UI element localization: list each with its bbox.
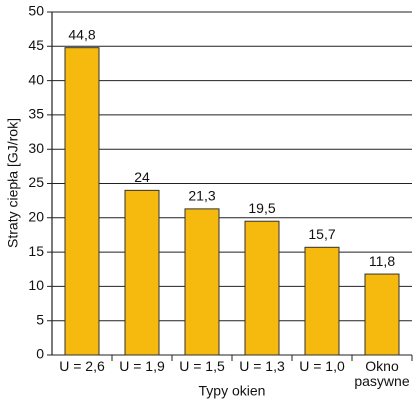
bar (364, 273, 400, 356)
x-tick-label: U = 1,3 (239, 358, 285, 374)
y-tick-label: 40 (28, 71, 44, 87)
value-label: 21,3 (188, 188, 215, 204)
value-label: 44,8 (68, 26, 95, 42)
bar (124, 189, 160, 356)
x-tick-label: U = 1,9 (119, 358, 165, 374)
bar (184, 208, 220, 356)
y-tick-label: 45 (28, 37, 44, 53)
bar (244, 220, 280, 356)
y-tick-label: 25 (28, 174, 44, 190)
y-tick-label: 35 (28, 106, 44, 122)
y-tick-label: 50 (28, 3, 44, 19)
x-tick-label: U = 1,0 (299, 358, 345, 374)
y-axis-label: Straty ciepła [GJ/rok] (5, 118, 21, 248)
y-tick-label: 0 (36, 346, 44, 362)
y-tick-label: 10 (28, 277, 44, 293)
y-tick-label: 15 (28, 243, 44, 259)
value-label: 19,5 (248, 200, 275, 216)
x-tick-label: Okno pasywne (354, 358, 410, 389)
x-tick-label: U = 2,6 (59, 358, 105, 374)
value-label: 11,8 (369, 253, 395, 269)
x-tick-label: U = 1,5 (179, 358, 225, 374)
y-tick-label: 30 (28, 140, 44, 156)
y-tick-label: 5 (36, 311, 44, 327)
value-label: 24 (134, 169, 150, 185)
bar (304, 246, 340, 356)
x-axis-label: Typy okien (199, 383, 266, 399)
bar (64, 47, 100, 356)
y-tick-label: 20 (28, 209, 44, 225)
value-label: 15,7 (308, 226, 335, 242)
